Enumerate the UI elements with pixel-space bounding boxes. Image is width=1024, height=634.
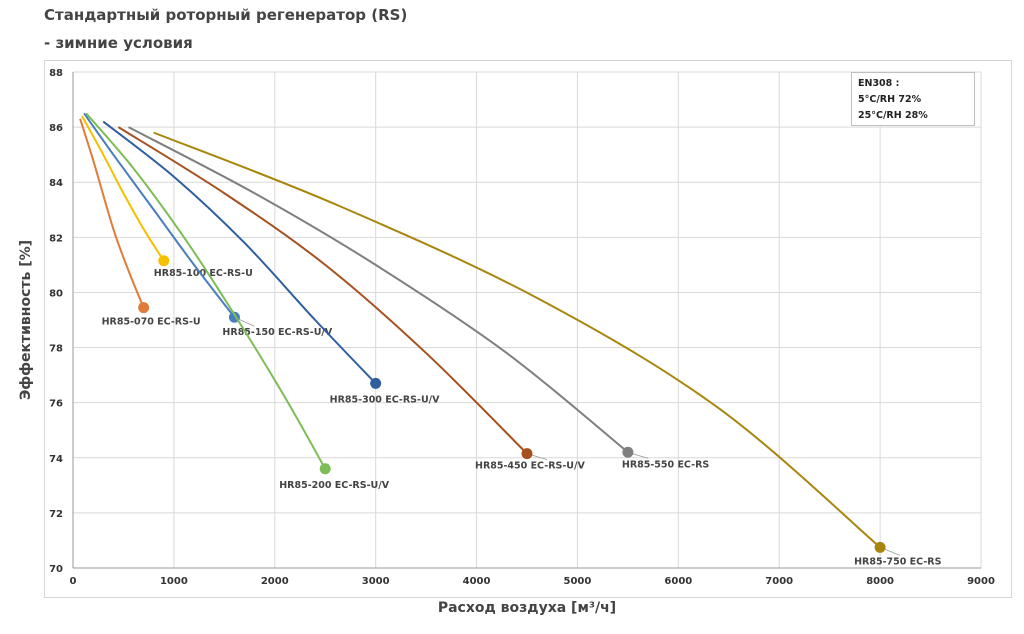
series-label: HR85-200 EC-RS-U/V	[279, 480, 389, 491]
x-axis-title: Расход воздуха [м³/ч]	[438, 600, 616, 616]
chart-frame	[44, 60, 1012, 598]
series-end-point	[319, 463, 331, 475]
x-tick-label: 9000	[967, 576, 995, 587]
chart-title: Стандартный роторный регенератор (RS)	[44, 6, 408, 24]
series-end-point	[521, 448, 533, 460]
chart-subtitle: - зимние условия	[44, 34, 193, 52]
x-tick-label: 3000	[362, 576, 390, 587]
y-tick-label: 86	[49, 123, 63, 134]
series-end-point	[138, 302, 150, 314]
x-tick-label: 5000	[564, 576, 592, 587]
series-label: HR85-150 EC-RS-U/V	[222, 327, 332, 338]
y-tick-label: 74	[49, 454, 63, 465]
x-tick-label: 8000	[866, 576, 894, 587]
x-tick-label: 4000	[463, 576, 491, 587]
y-tick-label: 80	[49, 288, 63, 299]
series-line	[117, 126, 528, 455]
series-label: HR85-100 EC-RS-U	[154, 268, 253, 279]
series-line	[102, 120, 377, 385]
x-tick-label: 7000	[765, 576, 793, 587]
series-line	[83, 112, 236, 318]
y-tick-label: 78	[49, 344, 63, 355]
series-line	[128, 126, 629, 454]
y-tick-label: 70	[49, 564, 63, 575]
series-end-point	[370, 377, 382, 389]
conditions-line-1: EN308 :	[858, 78, 900, 89]
y-axis-title: Эффективность [%]	[18, 240, 34, 400]
series-end-point	[874, 541, 886, 553]
series-line	[81, 115, 165, 262]
series-label: HR85-550 EC-RS	[622, 459, 710, 470]
y-tick-label: 88	[49, 68, 63, 79]
conditions-line-3: 25°C/RH 28%	[858, 110, 928, 121]
series-line	[79, 118, 145, 308]
conditions-box: EN308 : 5°C/RH 72% 25°C/RH 28%	[851, 72, 975, 126]
x-tick-label: 0	[70, 576, 77, 587]
series-label: HR85-750 EC-RS	[854, 556, 942, 567]
x-tick-label: 6000	[664, 576, 692, 587]
series-label: HR85-450 EC-RS-U/V	[475, 461, 585, 472]
series-line	[153, 131, 881, 549]
x-tick-label: 1000	[160, 576, 188, 587]
series-label: HR85-300 EC-RS-U/V	[330, 394, 440, 405]
x-tick-label: 2000	[261, 576, 289, 587]
series-end-point	[622, 446, 634, 458]
series-line	[85, 112, 327, 470]
y-tick-label: 84	[49, 178, 63, 189]
series-label: HR85-070 EC-RS-U	[102, 317, 201, 328]
y-tick-label: 76	[49, 399, 63, 410]
series-end-point	[158, 255, 170, 267]
y-tick-label: 82	[49, 233, 63, 244]
conditions-line-2: 5°C/RH 72%	[858, 94, 922, 105]
y-tick-label: 72	[49, 509, 63, 520]
